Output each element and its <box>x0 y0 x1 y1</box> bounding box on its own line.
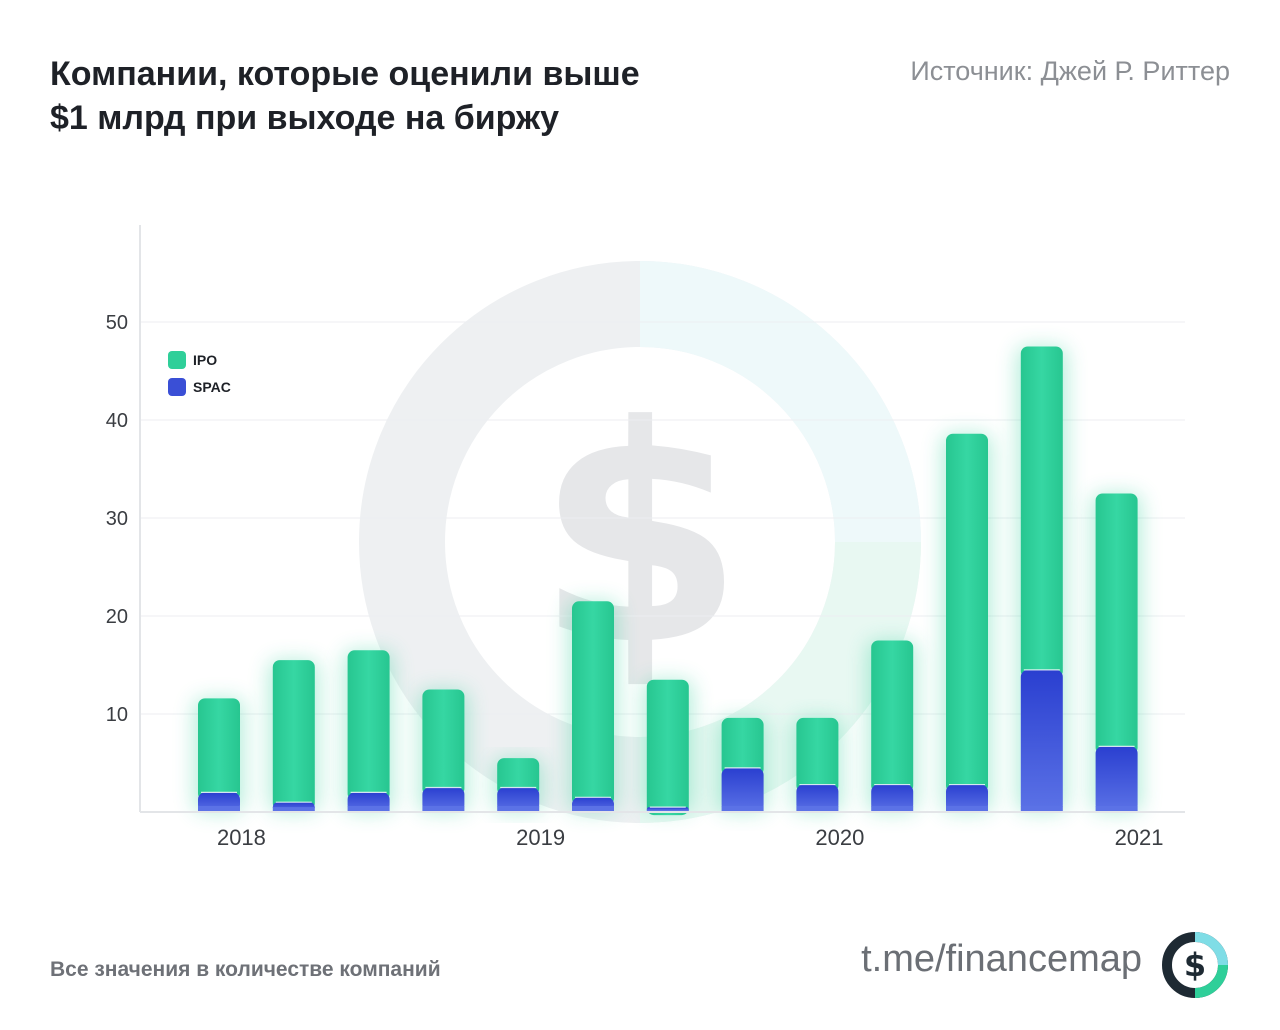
bar-ipo <box>1095 493 1138 755</box>
y-tick-label: 30 <box>106 508 128 530</box>
legend-label-spac: SPAC <box>193 378 231 395</box>
bar-ipo <box>721 717 764 776</box>
x-tick-label: 2021 <box>1115 825 1164 850</box>
bar-spac-base <box>1095 806 1138 812</box>
bar-spac <box>1020 669 1063 812</box>
chart-title: Компании, которые оценили выше $1 млрд п… <box>50 52 810 140</box>
bar-spac <box>721 767 764 812</box>
bar-ipo <box>796 717 839 793</box>
bar-spac <box>422 787 465 812</box>
bar-spac-base <box>497 806 540 812</box>
bar-ipo <box>347 650 390 801</box>
bar-ipo <box>198 698 240 801</box>
bar-spac-base <box>422 806 465 812</box>
bar-spac <box>1095 746 1138 812</box>
x-tick-label: 2020 <box>815 825 864 850</box>
chart-title-line1: Компании, которые оценили выше <box>50 55 640 93</box>
footnote: Все значения в количестве компаний <box>50 958 441 981</box>
svg-text:$: $ <box>1184 946 1206 984</box>
bar-ipo <box>646 679 689 816</box>
bar-spac-base <box>646 809 689 812</box>
bar-spac-base <box>871 806 914 812</box>
y-tick-label: 10 <box>106 704 128 726</box>
bar-ipo <box>497 758 540 796</box>
bar-ipo <box>572 601 614 806</box>
bar-spac-base <box>272 807 315 812</box>
bar-spac <box>796 784 839 812</box>
x-tick-label: 2019 <box>516 825 565 850</box>
svg-text:$: $ <box>536 362 745 711</box>
bar-spac-base <box>572 806 614 812</box>
source-label: Источник: Джей Р. Риттер <box>910 56 1230 86</box>
chart-legend: IPO SPAC <box>168 346 231 400</box>
y-tick-label: 40 <box>106 410 128 432</box>
bar-spac-base <box>721 806 764 812</box>
bar-ipo <box>946 433 988 793</box>
y-tick-label: 50 <box>106 312 128 334</box>
dollar-watermark-icon: $ <box>359 261 921 823</box>
legend-label-ipo: IPO <box>193 351 218 368</box>
bar-ipo <box>272 660 315 811</box>
bar-ipo <box>422 689 465 796</box>
dollar-ring-logo-icon: $ <box>1162 932 1228 998</box>
bar-ipo <box>1020 346 1063 678</box>
bar-spac <box>946 784 988 812</box>
bar-spac-base <box>1020 806 1063 812</box>
bar-spac-base <box>946 806 988 812</box>
bar-spac <box>871 784 914 812</box>
legend-swatch-ipo <box>168 350 186 369</box>
bar-spac <box>497 787 540 812</box>
y-tick-label: 20 <box>106 606 128 628</box>
legend-swatch-spac <box>168 377 186 396</box>
bar-spac-base <box>198 806 240 812</box>
x-tick-label: 2018 <box>217 825 266 850</box>
bar-spac-base <box>796 806 839 812</box>
bar-spac-base <box>347 806 390 812</box>
chart-title-line2: $1 млрд при выходе на биржу <box>50 99 560 137</box>
legend-item-spac: SPAC <box>168 373 231 400</box>
bar-ipo <box>871 640 914 793</box>
channel-link[interactable]: t.me/financemap <box>861 938 1142 980</box>
legend-item-ipo: IPO <box>168 346 231 373</box>
